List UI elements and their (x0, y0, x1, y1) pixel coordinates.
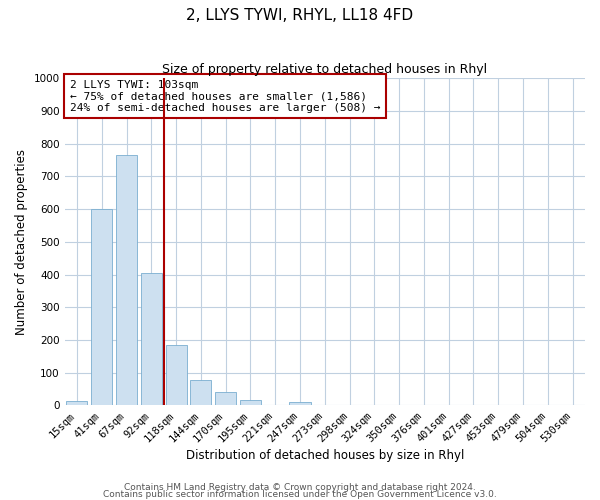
Bar (289, 402, 311, 406)
Text: 2, LLYS TYWI, RHYL, LL18 4FD: 2, LLYS TYWI, RHYL, LL18 4FD (187, 8, 413, 22)
Text: Contains HM Land Registry data © Crown copyright and database right 2024.: Contains HM Land Registry data © Crown c… (124, 484, 476, 492)
Bar (215, 392, 236, 406)
Bar (91, 209, 112, 406)
X-axis label: Distribution of detached houses by size in Rhyl: Distribution of detached houses by size … (185, 450, 464, 462)
Bar (141, 273, 162, 406)
Bar (67, 400, 88, 406)
Bar (240, 400, 261, 406)
Bar (116, 155, 137, 406)
Bar (166, 345, 187, 406)
Title: Size of property relative to detached houses in Rhyl: Size of property relative to detached ho… (162, 62, 487, 76)
Bar (190, 380, 211, 406)
Y-axis label: Number of detached properties: Number of detached properties (15, 149, 28, 335)
Text: 2 LLYS TYWI: 103sqm
← 75% of detached houses are smaller (1,586)
24% of semi-det: 2 LLYS TYWI: 103sqm ← 75% of detached ho… (70, 80, 380, 113)
Text: Contains public sector information licensed under the Open Government Licence v3: Contains public sector information licen… (103, 490, 497, 499)
